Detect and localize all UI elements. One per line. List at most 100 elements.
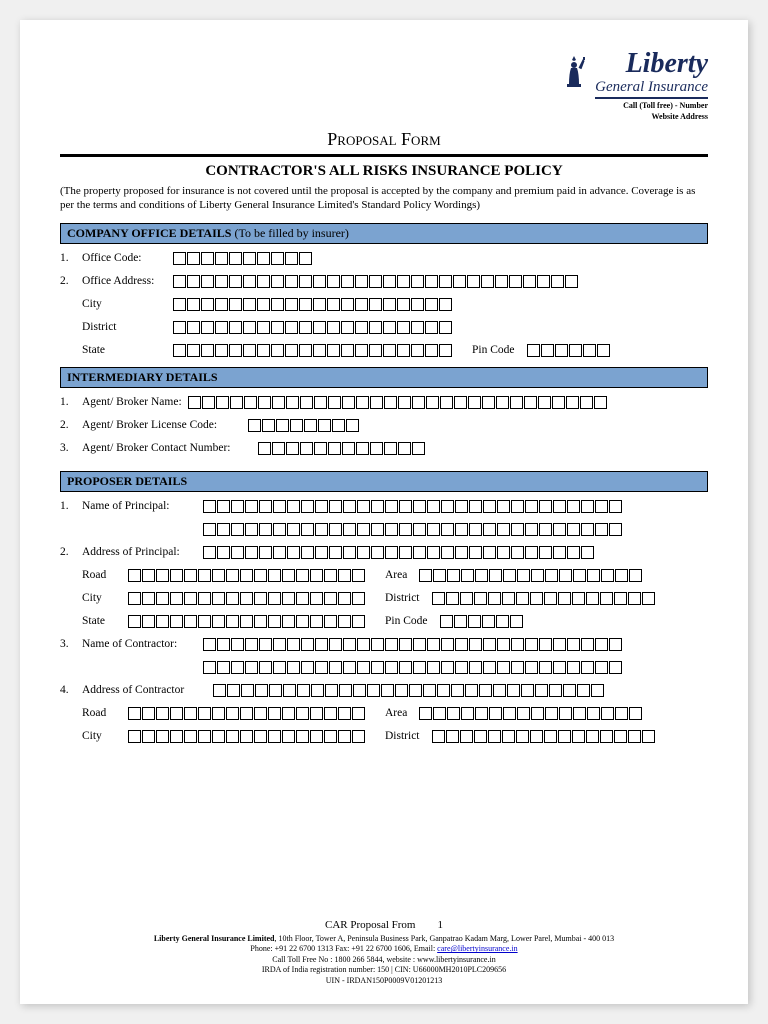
disclaimer-text: (The property proposed for insurance is … xyxy=(60,184,708,213)
section-company-note: (To be filled by insurer) xyxy=(234,226,348,240)
section-proposer-title: PROPOSER DETAILS xyxy=(67,474,187,488)
office-addr-row: 2. Office Address: xyxy=(60,275,708,288)
principal-addr-row: 2. Address of Principal: xyxy=(60,546,708,559)
agent-license-boxes[interactable] xyxy=(248,419,359,432)
field-num: 1. xyxy=(60,500,76,512)
field-num: 2. xyxy=(60,419,76,431)
contractor-name-row2 xyxy=(60,661,708,674)
field-num: 1. xyxy=(60,396,76,408)
p-city-row: City District xyxy=(60,592,708,605)
c-road-label: Road xyxy=(82,707,122,719)
principal-addr-boxes[interactable] xyxy=(203,546,594,559)
p-district-boxes[interactable] xyxy=(432,592,655,605)
policy-title: CONTRACTOR'S ALL RISKS INSURANCE POLICY xyxy=(60,163,708,180)
contractor-name-boxes2[interactable] xyxy=(203,661,622,674)
field-num: 4. xyxy=(60,684,76,696)
p-pincode-label: Pin Code xyxy=(385,615,428,627)
pincode-label: Pin Code xyxy=(472,344,515,356)
p-state-row: State Pin Code xyxy=(60,615,708,628)
p-city-boxes[interactable] xyxy=(128,592,365,605)
area-label: Area xyxy=(385,569,407,581)
road-boxes[interactable] xyxy=(128,569,365,582)
principal-name-boxes2[interactable] xyxy=(203,523,622,536)
logo-main-text: Liberty xyxy=(595,50,708,78)
p-road-row: Road Area xyxy=(60,569,708,582)
contractor-name-boxes1[interactable] xyxy=(203,638,622,651)
field-num: 2. xyxy=(60,546,76,558)
page: Liberty General Insurance Call (Toll fre… xyxy=(20,20,748,1004)
contractor-name-row: 3. Name of Contractor: xyxy=(60,638,708,651)
c-city-label: City xyxy=(82,730,122,742)
agent-name-label: Agent/ Broker Name: xyxy=(82,396,182,408)
liberty-statue-icon xyxy=(559,54,589,96)
p-state-boxes[interactable] xyxy=(128,615,365,628)
field-num: 3. xyxy=(60,638,76,650)
p-district-label: District xyxy=(385,592,420,604)
agent-license-row: 2. Agent/ Broker License Code: xyxy=(60,419,708,432)
principal-name-row2 xyxy=(60,523,708,536)
state-boxes[interactable] xyxy=(173,344,452,357)
office-code-boxes[interactable] xyxy=(173,252,312,265)
agent-name-row: 1. Agent/ Broker Name: xyxy=(60,396,708,409)
c-road-boxes[interactable] xyxy=(128,707,365,720)
pincode-boxes[interactable] xyxy=(527,344,610,357)
section-company-title: COMPANY OFFICE DETAILS xyxy=(67,226,231,240)
state-label: State xyxy=(82,344,167,356)
c-area-label: Area xyxy=(385,707,407,719)
c-city-boxes[interactable] xyxy=(128,730,365,743)
footer-uin: UIN - IRDAN150P0009V01201213 xyxy=(60,976,708,986)
c-district-label: District xyxy=(385,730,420,742)
agent-name-boxes[interactable] xyxy=(188,396,607,409)
footer-email-link[interactable]: care@libertyinsurance.in xyxy=(437,944,517,953)
c-district-boxes[interactable] xyxy=(432,730,655,743)
c-area-boxes[interactable] xyxy=(419,707,642,720)
section-proposer-header: PROPOSER DETAILS xyxy=(60,471,708,492)
footer-irda: IRDA of India registration number: 150 |… xyxy=(60,965,708,975)
office-code-label: Office Code: xyxy=(82,252,167,264)
field-num: 2. xyxy=(60,275,76,287)
p-state-label: State xyxy=(82,615,122,627)
footer: CAR Proposal From 1 Liberty General Insu… xyxy=(60,918,708,986)
city-boxes[interactable] xyxy=(173,298,452,311)
section-company-header: COMPANY OFFICE DETAILS (To be filled by … xyxy=(60,223,708,244)
agent-contact-boxes[interactable] xyxy=(258,442,425,455)
footer-addr: , 10th Floor, Tower A, Peninsula Busines… xyxy=(274,934,614,943)
district-row: District xyxy=(60,321,708,334)
contractor-addr-row: 4. Address of Contractor xyxy=(60,684,708,697)
contact-website: Website Address xyxy=(559,112,708,121)
district-label: District xyxy=(82,321,167,333)
area-boxes[interactable] xyxy=(419,569,642,582)
city-row: City xyxy=(60,298,708,311)
principal-name-row: 1. Name of Principal: xyxy=(60,500,708,513)
principal-name-label: Name of Principal: xyxy=(82,500,197,512)
contractor-addr-label: Address of Contractor xyxy=(82,684,207,696)
field-num: 1. xyxy=(60,252,76,264)
contractor-name-label: Name of Contractor: xyxy=(82,638,197,650)
contractor-addr-boxes[interactable] xyxy=(213,684,604,697)
office-code-row: 1. Office Code: xyxy=(60,252,708,265)
form-title: Proposal Form xyxy=(60,129,708,150)
section-intermediary-header: INTERMEDIARY DETAILS xyxy=(60,367,708,388)
logo-sub-text: General Insurance xyxy=(595,79,708,99)
road-label: Road xyxy=(82,569,122,581)
state-row: State Pin Code xyxy=(60,344,708,357)
p-pincode-boxes[interactable] xyxy=(440,615,523,628)
c-city-row: City District xyxy=(60,730,708,743)
footer-company: Liberty General Insurance Limited xyxy=(154,934,275,943)
office-addr-label: Office Address: xyxy=(82,275,167,287)
field-num: 3. xyxy=(60,442,76,454)
footer-title: CAR Proposal From 1 xyxy=(60,918,708,932)
footer-tollfree: Call Toll Free No : 1800 266 5844, websi… xyxy=(60,955,708,965)
city-label: City xyxy=(82,298,167,310)
district-boxes[interactable] xyxy=(173,321,452,334)
office-addr-boxes[interactable] xyxy=(173,275,578,288)
divider xyxy=(60,154,708,157)
contact-phone: Call (Toll free) - Number xyxy=(559,101,708,110)
section-intermediary-title: INTERMEDIARY DETAILS xyxy=(67,370,218,384)
logo-block: Liberty General Insurance Call (Toll fre… xyxy=(559,50,708,121)
footer-phone: Phone: +91 22 6700 1313 Fax: +91 22 6700… xyxy=(250,944,437,953)
principal-name-boxes1[interactable] xyxy=(203,500,622,513)
header: Liberty General Insurance Call (Toll fre… xyxy=(60,50,708,121)
principal-addr-label: Address of Principal: xyxy=(82,546,197,558)
c-road-row: Road Area xyxy=(60,707,708,720)
